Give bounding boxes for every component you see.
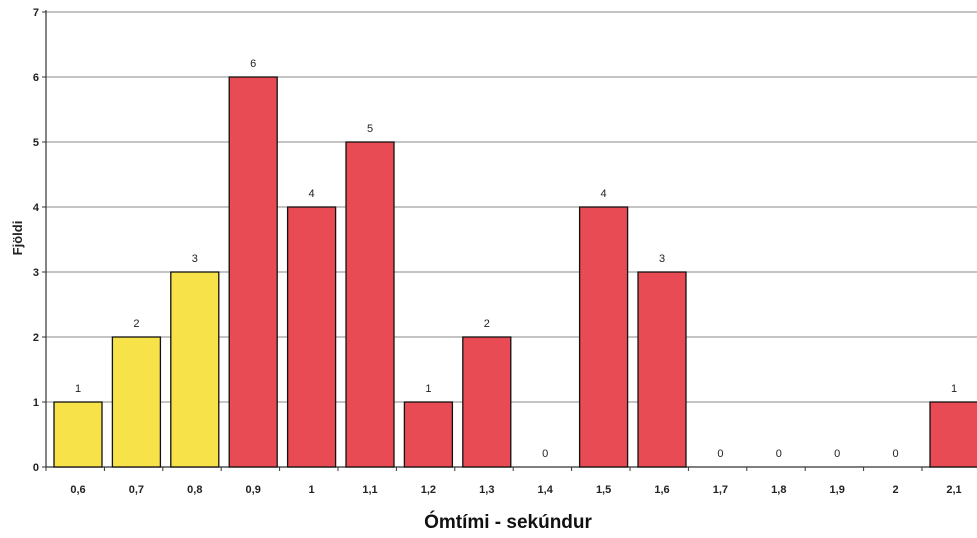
data-label: 6 xyxy=(250,58,256,70)
y-tick-label: 2 xyxy=(33,332,39,344)
bar-0-7 xyxy=(111,336,162,468)
data-label: 0 xyxy=(776,448,782,460)
bars xyxy=(53,76,977,468)
x-tick-label: 2,1 xyxy=(946,484,961,496)
data-label: 0 xyxy=(893,448,899,460)
x-tick-label: 1,7 xyxy=(713,484,728,496)
bar-1-5 xyxy=(578,206,629,468)
data-label: 1 xyxy=(75,383,81,395)
x-tick-label: 1,3 xyxy=(479,484,494,496)
x-tick-label: 1 xyxy=(309,484,315,496)
y-tick-label: 6 xyxy=(33,72,39,84)
data-label: 1 xyxy=(951,383,957,395)
data-label: 4 xyxy=(601,188,607,200)
bar-1-1 xyxy=(345,141,395,468)
bar-0-8 xyxy=(170,271,220,468)
x-tick-label: 1,6 xyxy=(654,484,669,496)
x-tick-label: 0,8 xyxy=(187,484,202,496)
x-tick-label: 0,9 xyxy=(246,484,261,496)
x-tick-label: 1,8 xyxy=(771,484,786,496)
y-tick-label: 7 xyxy=(33,7,39,19)
data-label: 2 xyxy=(133,318,139,330)
bar-0-9 xyxy=(228,76,278,468)
x-tick-label: 0,7 xyxy=(129,484,144,496)
x-tick-label: 1,4 xyxy=(538,484,554,496)
data-label: 3 xyxy=(192,253,198,265)
y-tick-label: 1 xyxy=(33,397,39,409)
bar-1 xyxy=(286,206,337,468)
data-label: 3 xyxy=(659,253,665,265)
bar-1-3 xyxy=(462,336,512,468)
x-tick-labels: 0,6 0,7 0,8 0,9 1 1,1 1,2 1,3 1,4 1,5 1,6 1,7 1,8 1,9… xyxy=(70,484,961,496)
x-tick-label: 2 xyxy=(893,484,899,496)
bar-2-1 xyxy=(929,401,977,468)
x-tick-label: 1,5 xyxy=(596,484,611,496)
y-tick-label: 3 xyxy=(33,267,39,279)
data-label: 0 xyxy=(542,448,548,460)
data-label: 5 xyxy=(367,123,373,135)
data-label: 0 xyxy=(717,448,723,460)
data-labels: 1 2 3 6 4 5 1 2 0 4 3 0 0 0 0 1 xyxy=(75,58,957,460)
data-label: 4 xyxy=(309,188,315,200)
x-tick-label: 1,2 xyxy=(421,484,436,496)
y-tick-label: 0 xyxy=(33,462,39,474)
bar-0-6 xyxy=(53,401,103,468)
bar-1-2 xyxy=(403,401,454,468)
y-tick-label: 5 xyxy=(33,137,39,149)
x-tick-label: 0,6 xyxy=(70,484,85,496)
y-tick-label: 4 xyxy=(33,202,40,214)
y-tick-labels: 0 1 2 3 4 5 6 7 xyxy=(33,7,40,474)
x-tick-label: 1,9 xyxy=(830,484,845,496)
x-tick-label: 1,1 xyxy=(362,484,377,496)
bar-1-6 xyxy=(637,271,687,468)
data-label: 1 xyxy=(425,383,431,395)
x-axis-title: Ómtími - sekúndur xyxy=(424,511,592,533)
y-axis-title: Fjöldi xyxy=(10,221,25,256)
data-label: 0 xyxy=(834,448,840,460)
data-label: 2 xyxy=(484,318,490,330)
